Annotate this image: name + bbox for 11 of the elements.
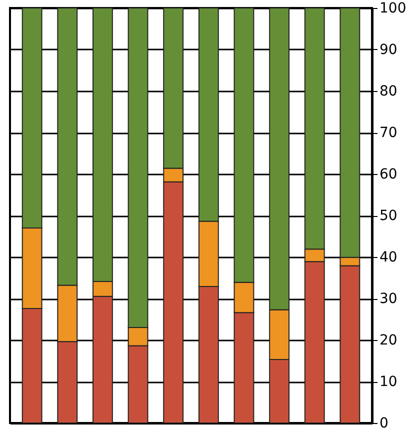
y-tick-label: 80 bbox=[380, 84, 398, 100]
y-tick-label: 60 bbox=[380, 166, 398, 182]
y-tick-label: 90 bbox=[380, 42, 398, 58]
y-tick-label: 40 bbox=[380, 250, 398, 266]
y-tick-label: 30 bbox=[380, 291, 398, 307]
y-tick-label: 20 bbox=[380, 332, 398, 348]
y-tick-label: 0 bbox=[380, 416, 388, 431]
y-tick-label: 70 bbox=[380, 125, 398, 141]
y-tick-label: 10 bbox=[380, 374, 398, 390]
y-tick-label: 100 bbox=[380, 0, 406, 16]
y-tick-label: 50 bbox=[380, 208, 398, 224]
